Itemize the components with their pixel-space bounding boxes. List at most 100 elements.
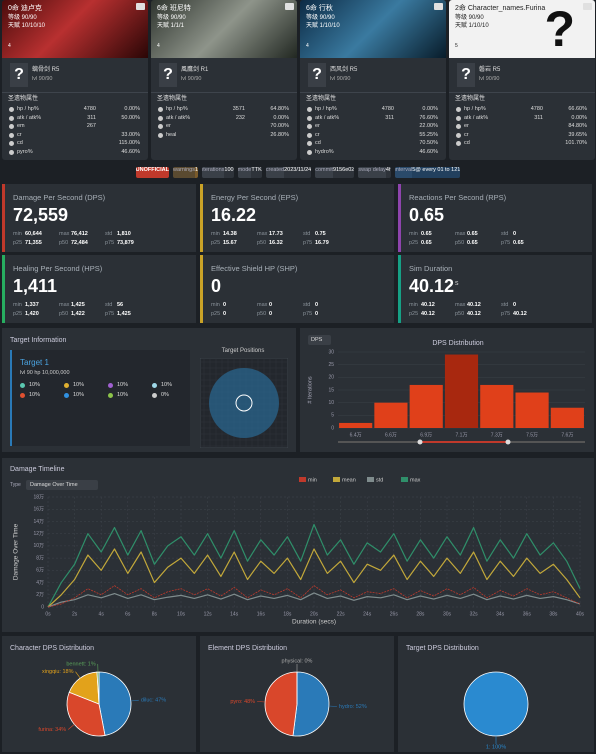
stat-value: 0.65: [467, 240, 478, 246]
stat-value: 73,879: [117, 240, 134, 246]
pie-label: hydro: 52%: [339, 704, 367, 710]
stat-label: er: [166, 123, 171, 130]
label-leader: [67, 724, 75, 730]
stat-key: max: [455, 302, 466, 308]
stat-icon: [456, 107, 461, 112]
metric-card: Sim Duration 40.12s min 40.12 max 40.12 std 0 p2…: [398, 255, 592, 323]
badge-value: 4f: [385, 167, 391, 178]
x-tick-label: 16s: [257, 611, 266, 617]
stat-key: min: [409, 231, 418, 237]
y-tick-label: 0: [331, 425, 334, 431]
stat-icon: [456, 132, 461, 138]
x-tick-label: 7.5万: [526, 432, 538, 438]
weapon-level: lvl 90/90: [181, 76, 202, 82]
stat-icon: [456, 124, 461, 130]
resist-icon: [152, 393, 157, 398]
stat-label: cd: [464, 140, 470, 147]
badge-key: iterations: [202, 167, 225, 178]
stat-label: cr: [17, 131, 22, 138]
stat-pct: 46.60%: [419, 149, 438, 155]
character-talent: 天赋 1/10/10: [306, 23, 340, 29]
stat-key: p75: [501, 311, 511, 317]
character-name: 6命 行秋: [306, 5, 333, 12]
pie-panel: Element DPS Distribution hydro: 52% pyro: …: [200, 636, 394, 752]
divider: [449, 92, 595, 93]
stat-pct: 101.70%: [565, 140, 587, 147]
character-talent: 天赋 1/1/1: [157, 23, 185, 29]
badge: iterations 100: [202, 167, 234, 178]
metric-title: Energy Per Second (EPS): [211, 193, 299, 202]
menu-button: [285, 3, 294, 10]
stat-key: p25: [211, 240, 221, 246]
y-tick-label: 0: [41, 604, 44, 610]
y-tick-label: 30: [328, 349, 334, 355]
resist-value: 10%: [73, 382, 85, 388]
x-tick-label: 20s: [310, 611, 319, 617]
target-range: [209, 368, 279, 438]
stat-value: 15.67: [223, 240, 237, 246]
resist-icon: [152, 383, 157, 388]
panel-title: Character DPS Distribution: [10, 645, 95, 652]
stat-label: atk / atk%: [166, 114, 191, 121]
label-leader: [130, 699, 139, 702]
pie-label: pyro: 48%: [230, 699, 255, 705]
stat-value: 1,422: [71, 311, 85, 317]
stat-key: max: [257, 302, 268, 308]
panel-title: Element DPS Distribution: [208, 645, 287, 652]
stat-icon: [158, 124, 163, 130]
badge-value: 100: [224, 167, 234, 178]
legend-label: min: [308, 477, 317, 483]
stat-key: max: [257, 231, 268, 237]
x-tick-label: 6s: [125, 611, 131, 617]
weapon-name: 磐岩 R5: [479, 67, 501, 73]
character-cons: 4: [8, 43, 11, 49]
stat-value: 0: [513, 231, 517, 237]
stat-key: std: [501, 302, 509, 308]
stat-flat: 4780: [83, 106, 96, 112]
x-tick-label: 24s: [363, 611, 372, 617]
stat-pct: 0.00%: [273, 114, 289, 121]
x-tick-label: 18s: [283, 611, 292, 617]
stat-key: p50: [59, 311, 69, 317]
stat-label: atk / atk%: [464, 114, 489, 121]
badge-key: warnings: [172, 167, 195, 178]
weapon-name: 西风剑 R5: [330, 67, 358, 73]
metric-card: Reactions Per Second (RPS) 0.65 min 0.65 max…: [398, 184, 592, 252]
stat-value: 0: [223, 311, 227, 317]
stat-pct: 0.00%: [571, 114, 587, 121]
metric-unit: s: [455, 280, 459, 287]
stat-key: p75: [501, 240, 511, 246]
x-tick-label: 0s: [45, 611, 51, 617]
legend-label: mean: [342, 477, 356, 483]
legend-swatch: [299, 477, 306, 482]
stat-key: std: [501, 231, 509, 237]
resist-icon: [20, 393, 25, 398]
y-tick-label: 5: [331, 413, 334, 419]
metric-value: 0: [211, 276, 222, 296]
pie-label: xingqiu: 18%: [42, 669, 74, 675]
resist-value: 10%: [161, 382, 173, 388]
badge-key: UNOFFICIAL: [135, 167, 169, 178]
resist-value: 10%: [117, 382, 129, 388]
x-tick-label: 7.6万: [561, 432, 573, 438]
x-tick-label: 8s: [152, 611, 158, 617]
stat-icon: [456, 141, 461, 147]
x-tick-label: 4s: [99, 611, 105, 617]
badge-value: 2023/11/24: [284, 167, 312, 178]
stat-label: cr: [315, 131, 320, 138]
bar: [444, 354, 479, 428]
bar: [374, 402, 408, 428]
stat-icon: [307, 141, 312, 147]
stat-key: p25: [211, 311, 221, 317]
character-name: 6命 班尼特: [157, 5, 191, 12]
pie-panel: Target DPS Distribution 1: 100%: [398, 636, 594, 752]
stat-pct: 0.00%: [422, 106, 438, 112]
y-tick-label: 20: [328, 375, 334, 381]
range-handle: [417, 439, 423, 445]
x-tick-label: 7.3万: [491, 432, 503, 438]
weapon-level: lvl 90/90: [479, 76, 500, 82]
stat-pct: 26.80%: [270, 131, 289, 138]
legend-label: std: [376, 477, 383, 483]
badge-key: commit: [315, 167, 333, 178]
